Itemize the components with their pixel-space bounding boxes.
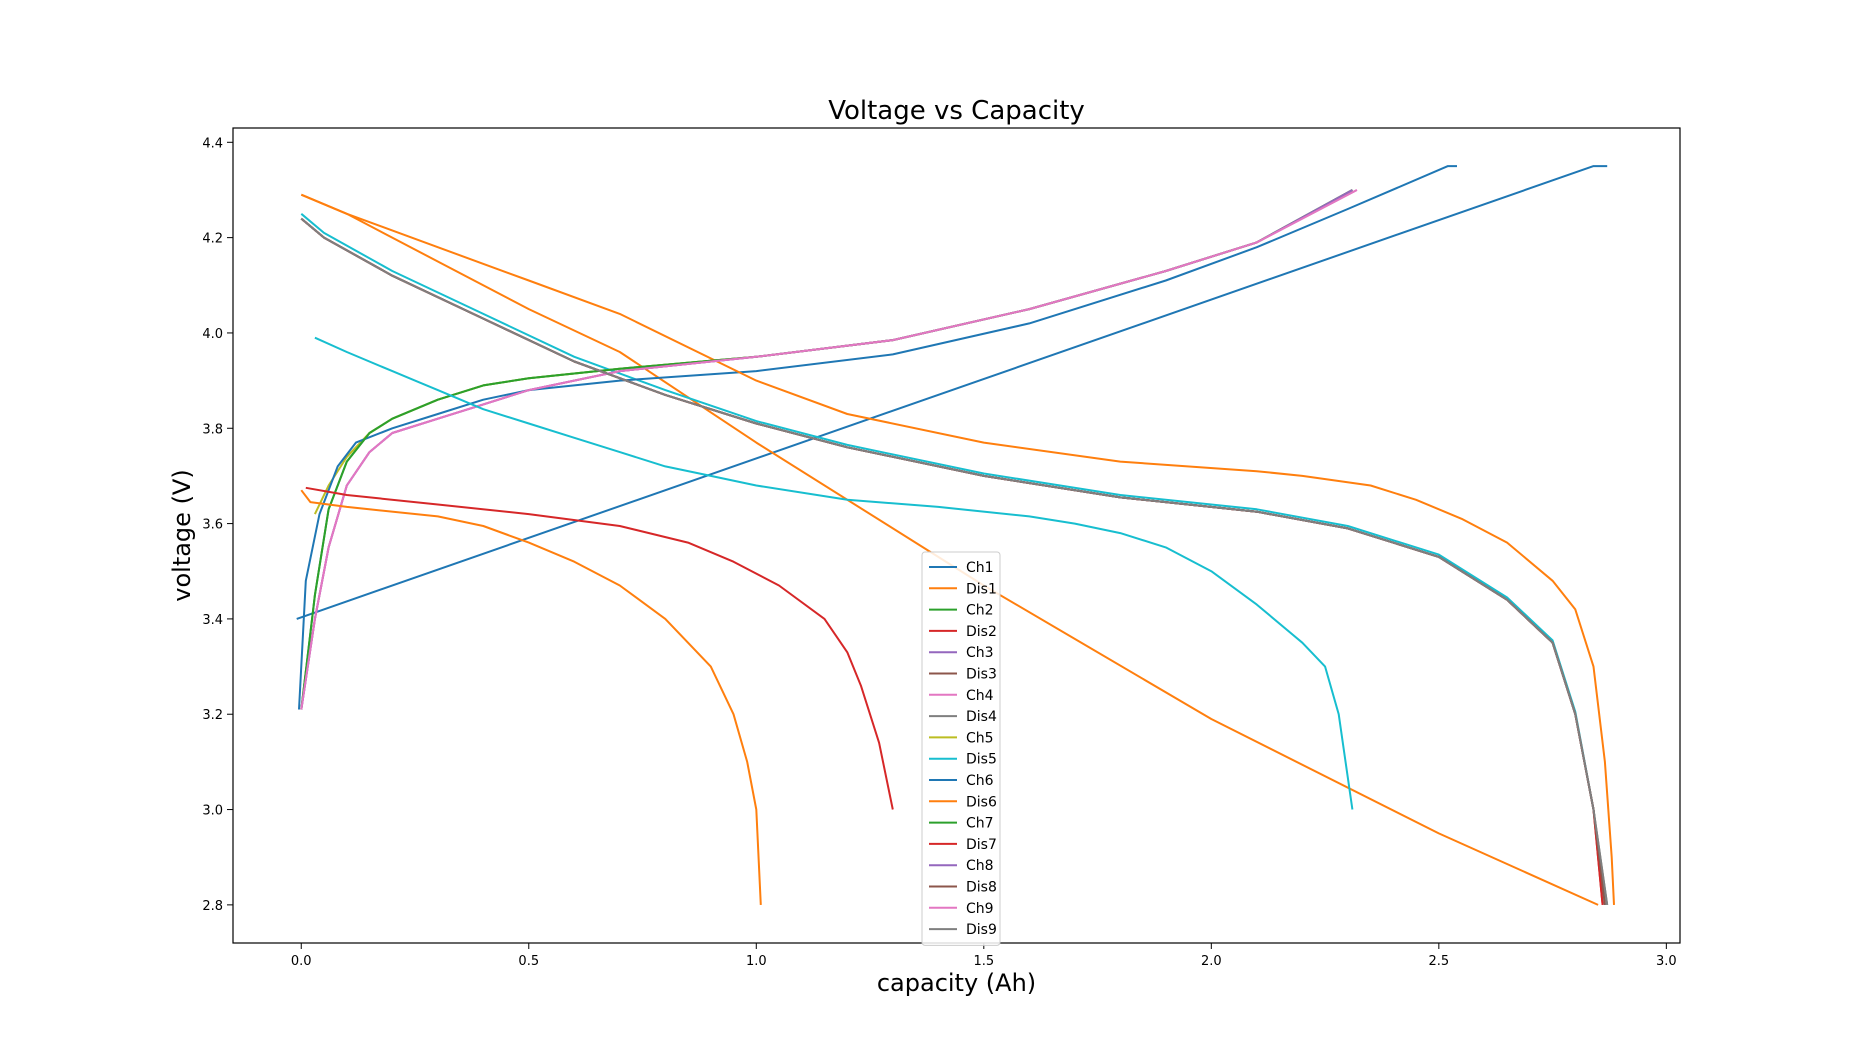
legend-label-ch8: Ch8 <box>966 858 994 874</box>
x-tick-label: 1.0 <box>746 954 767 969</box>
x-tick-label: 2.5 <box>1428 954 1449 969</box>
y-tick-label: 3.6 <box>202 518 223 533</box>
legend-label-ch7: Ch7 <box>966 816 994 832</box>
y-tick-label: 3.0 <box>202 804 223 819</box>
legend-label-dis2: Dis2 <box>966 624 997 640</box>
series-line-extra-19 <box>300 489 762 905</box>
legend-label-ch6: Ch6 <box>966 773 994 789</box>
legend-label-ch4: Ch4 <box>966 688 994 704</box>
y-tick-label: 4.4 <box>202 136 223 151</box>
legend-label-dis9: Dis9 <box>966 922 997 938</box>
legend-label-ch3: Ch3 <box>966 645 994 661</box>
legend-label-dis3: Dis3 <box>966 667 997 683</box>
y-tick-label: 4.0 <box>202 327 223 342</box>
y-tick-label: 3.8 <box>202 422 223 437</box>
x-axis-title: capacity (Ah) <box>877 969 1036 997</box>
legend-label-dis5: Dis5 <box>966 752 997 768</box>
y-tick-label: 4.2 <box>202 232 223 247</box>
legend-label-dis7: Dis7 <box>966 837 997 853</box>
series-line-ch9 <box>300 189 1358 710</box>
x-tick-label: 1.5 <box>973 954 994 969</box>
legend-label-dis4: Dis4 <box>966 709 997 725</box>
legend-box <box>921 551 1001 946</box>
series-line-dis6 <box>300 193 1615 905</box>
series-line-ch1 <box>296 165 1608 620</box>
y-tick-label: 3.2 <box>202 708 223 723</box>
series-lines <box>296 165 1615 906</box>
x-tick-label: 3.0 <box>1656 954 1677 969</box>
x-tick-label: 0.5 <box>518 954 539 969</box>
legend-label-ch5: Ch5 <box>966 730 994 746</box>
x-tick-label: 2.0 <box>1201 954 1222 969</box>
legend-label-dis6: Dis6 <box>966 794 997 810</box>
legend: Ch1 Dis1 Ch2 Dis2 Ch3 Dis3 Ch4 Dis4 Ch5 Dis5 Ch6 Di… <box>921 551 1001 946</box>
legend-label-ch9: Ch9 <box>966 901 994 917</box>
axis-ticks: 0.0 0.5 1.0 1.5 2.0 2.5 3.0 2.8 3.0 3.2 3.4 3.6 3.8 4… <box>202 136 1676 969</box>
y-tick-label: 2.8 <box>202 899 223 914</box>
series-line-extra-18 <box>314 336 1354 810</box>
y-tick-label: 3.4 <box>202 613 223 628</box>
series-line-extra-20 <box>305 486 894 810</box>
chart-title: Voltage vs Capacity <box>828 96 1085 126</box>
x-tick-label: 0.0 <box>291 954 312 969</box>
series-line-ch6 <box>298 165 1457 710</box>
legend-label-dis1: Dis1 <box>966 581 997 597</box>
y-axis-title: voltage (V) <box>168 469 196 601</box>
legend-label-dis8: Dis8 <box>966 880 997 896</box>
legend-label-ch1: Ch1 <box>966 560 994 576</box>
legend-label-ch2: Ch2 <box>966 603 994 619</box>
series-line-dis9 <box>300 217 1609 906</box>
